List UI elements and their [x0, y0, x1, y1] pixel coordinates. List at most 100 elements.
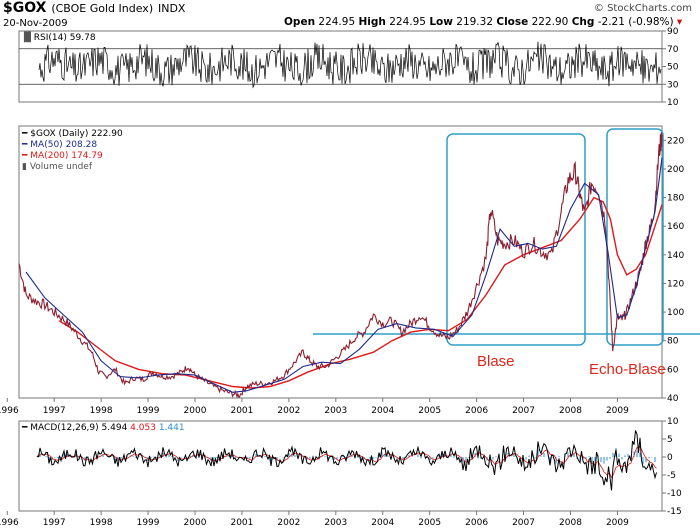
symbol: $GOX [3, 0, 47, 16]
rsi-panel: █ RSI(14) 59.78 90 70 50 30 10 [18, 27, 679, 108]
price-tick-label: 40 [667, 394, 679, 404]
x-tick-label-bottom: 2008 [559, 518, 582, 528]
price-tick-label: 80 [667, 337, 679, 347]
x-tick-label: 2006 [465, 406, 488, 416]
x-tick-label: 1999 [137, 406, 160, 416]
rsi-tick-label: 30 [667, 80, 679, 90]
legend-ma50-label: MA(50) [30, 140, 62, 150]
rsi-y-axis: 90 70 50 30 10 [662, 27, 679, 108]
rsi-levels [19, 48, 662, 85]
macd-tick-label: -10 [667, 489, 682, 499]
x-tick-label: 2002 [277, 406, 300, 416]
x-tick-label-bottom: 2001 [230, 518, 253, 528]
x-tick-label: 2003 [324, 406, 347, 416]
high-label: High [358, 16, 386, 28]
x-tick-label: 2008 [559, 406, 582, 416]
price-legend: ━ $GOX (Daily) 222.90 ━ MA(50) 208.28 ━ … [21, 129, 123, 172]
legend-volume-label: Volume undef [30, 162, 93, 172]
rsi-swatch: █ [23, 31, 32, 43]
blase-annotation: Blase [477, 353, 515, 370]
close-value: 222.90 [531, 16, 569, 28]
price-tick-label: 60 [667, 365, 679, 375]
close-label: Close [496, 16, 529, 28]
x-tick-label-bottom: 2004 [371, 518, 394, 528]
exchange: INDX [157, 2, 186, 15]
legend-volume: ▮ Volume undef [22, 162, 93, 172]
x-tick-label: 1996 [0, 406, 19, 416]
rsi-value: 59.78 [70, 33, 96, 43]
rsi-tick-label: 70 [667, 45, 679, 55]
price-frame [18, 125, 663, 399]
legend-ma200-label: MA(200) [30, 151, 68, 161]
x-tick-label: 2007 [512, 406, 535, 416]
x-tick-label-bottom: 2009 [606, 518, 629, 528]
x-tick-label-bottom: 2003 [324, 518, 347, 528]
high-value: 224.95 [389, 16, 426, 28]
x-axis-bottom: 1996 1997 1998 1999 2000 2001 2002 2003 2004 2005… [0, 511, 629, 528]
x-tick-label-bottom: 1996 [0, 518, 19, 528]
ma200-line [58, 196, 663, 389]
chart-title: $GOX (CBOE Gold Index) INDX [3, 0, 185, 16]
chart-date: 20-Nov-2009 [3, 18, 68, 29]
x-axis-top: 1996 1997 1998 1999 2000 2001 2002 2003 2004 2005… [0, 398, 629, 416]
macd-signal-value: 4.053 [130, 423, 156, 433]
legend-ma50-swatch: ━ [21, 140, 28, 150]
macd-legend: ━ MACD(12,26,9) 5.494 4.053 1.441 [21, 423, 185, 433]
x-tick-label: 2001 [230, 406, 253, 416]
price-tick-label: 220 [667, 136, 684, 146]
macd-frame [18, 420, 663, 512]
price-line [18, 132, 663, 399]
price-panel: 220 200 180 160 140 120 100 80 60 40 Blase Echo-B… [18, 125, 700, 404]
macd-label: MACD(12,26,9) [30, 423, 98, 433]
legend-ma50-value: 208.28 [66, 140, 98, 150]
x-tick-label: 2004 [371, 406, 394, 416]
price-tick-label: 120 [667, 279, 684, 289]
x-tick-label-bottom: 2006 [465, 518, 488, 528]
rsi-tick-label: 10 [667, 98, 679, 108]
macd-tick-label: -5 [667, 471, 676, 481]
echo-blase-box [606, 128, 664, 346]
macd-panel: ━ MACD(12,26,9) 5.494 4.053 1.441 10 5 0 -5… [18, 417, 682, 517]
low-label: Low [429, 16, 453, 28]
open-label: Open [284, 16, 316, 28]
macd-line [36, 430, 657, 491]
x-tick-label: 1997 [43, 406, 66, 416]
chg-value: -2.21 (-0.98%) [597, 16, 674, 28]
x-tick-label: 2000 [184, 406, 207, 416]
legend-gox: ━ $GOX (Daily) 222.90 [21, 129, 123, 139]
macd-tick-label: 5 [667, 435, 673, 445]
x-tick-label-bottom: 2005 [418, 518, 441, 528]
x-tick-label-bottom: 2000 [184, 518, 207, 528]
price-tick-label: 200 [667, 165, 684, 175]
price-tick-label: 180 [667, 194, 684, 204]
rsi-line [38, 41, 662, 89]
rsi-tick-label: 50 [667, 63, 679, 73]
macd-hist-value: 1.441 [159, 423, 185, 433]
brand-watermark: © StockCharts.com [593, 3, 692, 14]
rsi-tick-label: 90 [667, 27, 679, 37]
legend-volume-swatch: ▮ [22, 162, 27, 172]
rsi-legend: █ RSI(14) 59.78 [23, 31, 96, 43]
x-tick-label-bottom: 2007 [512, 518, 535, 528]
rsi-label: RSI(14) [34, 33, 67, 43]
legend-ma50: ━ MA(50) 208.28 [21, 140, 97, 150]
legend-ma200-swatch: ━ [21, 151, 28, 161]
down-arrow-icon: ▾ [676, 16, 683, 28]
macd-tick-label: 10 [667, 417, 679, 427]
x-tick-label: 2009 [606, 406, 629, 416]
low-value: 219.32 [456, 16, 494, 28]
ohlc-readout: Open 224.95 High 224.95 Low 219.32 Close… [284, 16, 682, 28]
chg-label: Chg [571, 16, 595, 28]
open-value: 224.95 [318, 16, 356, 28]
macd-tick-label: 0 [667, 453, 673, 463]
x-tick-label: 2005 [418, 406, 441, 416]
price-tick-label: 100 [667, 308, 684, 318]
x-tick-label-bottom: 1997 [43, 518, 66, 528]
macd-tick-label: -15 [667, 507, 682, 517]
macd-value: 5.494 [102, 423, 128, 433]
price-tick-label: 160 [667, 222, 684, 232]
x-tick-label: 1998 [90, 406, 113, 416]
legend-ma200: ━ MA(200) 174.79 [21, 151, 103, 161]
legend-gox-value: 222.90 [91, 129, 123, 139]
